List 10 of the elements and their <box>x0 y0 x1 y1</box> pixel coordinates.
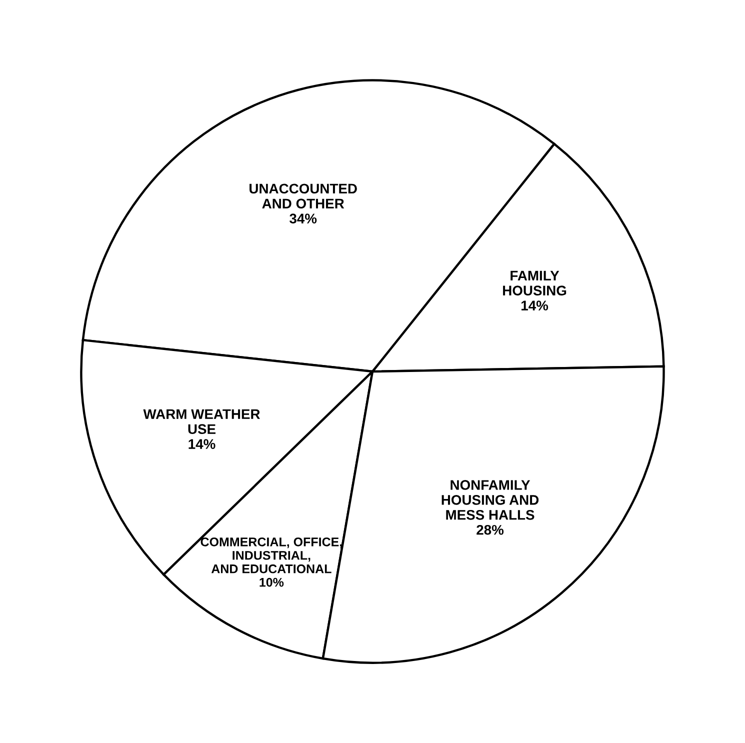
slice-label: COMMERCIAL, OFFICE, INDUSTRIAL, AND EDUCATIONAL <box>200 537 342 574</box>
slice-label: FAMILY HOUSING <box>503 270 566 296</box>
slice-label: UNACCOUNTED AND OTHER <box>250 184 357 209</box>
data-label: 14% <box>522 300 548 310</box>
slice-label: WARM WEATHER USE <box>143 409 260 434</box>
data-label: 34% <box>290 214 317 224</box>
slice-label: NONFAMILY HOUSING AND MESS HALLS <box>442 480 539 520</box>
data-label: 14% <box>188 439 216 449</box>
data-label: 10% <box>260 578 284 587</box>
data-label: 28% <box>476 524 504 535</box>
